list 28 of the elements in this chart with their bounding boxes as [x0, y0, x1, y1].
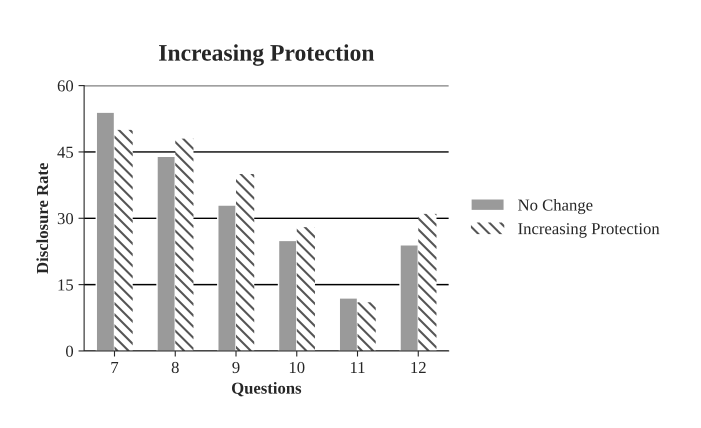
x-tick-label: 9 [232, 362, 240, 374]
legend-label: No Change [518, 198, 592, 214]
x-tick-label: 11 [350, 362, 365, 373]
x-tick-label: 7 [111, 362, 118, 373]
y-tick-label: 30 [58, 212, 74, 224]
x-tick-label: 12 [411, 362, 426, 373]
bar [338, 297, 358, 351]
bar [278, 240, 298, 351]
bar [358, 302, 376, 351]
legend-label: Increasing Protection [518, 223, 660, 238]
y-tick-label: 60 [58, 80, 74, 92]
bar [296, 227, 315, 351]
x-tick-label: 10 [290, 362, 304, 374]
bar [418, 214, 436, 351]
bar [114, 130, 133, 351]
y-tick-label: 45 [57, 146, 74, 158]
chart-title: Increasing Protection [159, 44, 374, 66]
bar [156, 156, 176, 351]
bar [96, 111, 116, 351]
bar [399, 244, 419, 351]
bar [236, 174, 254, 351]
y-axis-title: Disclosure Rate [36, 163, 48, 274]
x-tick-label: 8 [172, 362, 179, 374]
y-tick-label: 0 [66, 346, 74, 357]
y-tick-label: 15 [58, 279, 74, 291]
x-axis-title: Questions [232, 382, 302, 396]
bar [175, 138, 194, 351]
bar [217, 204, 237, 351]
